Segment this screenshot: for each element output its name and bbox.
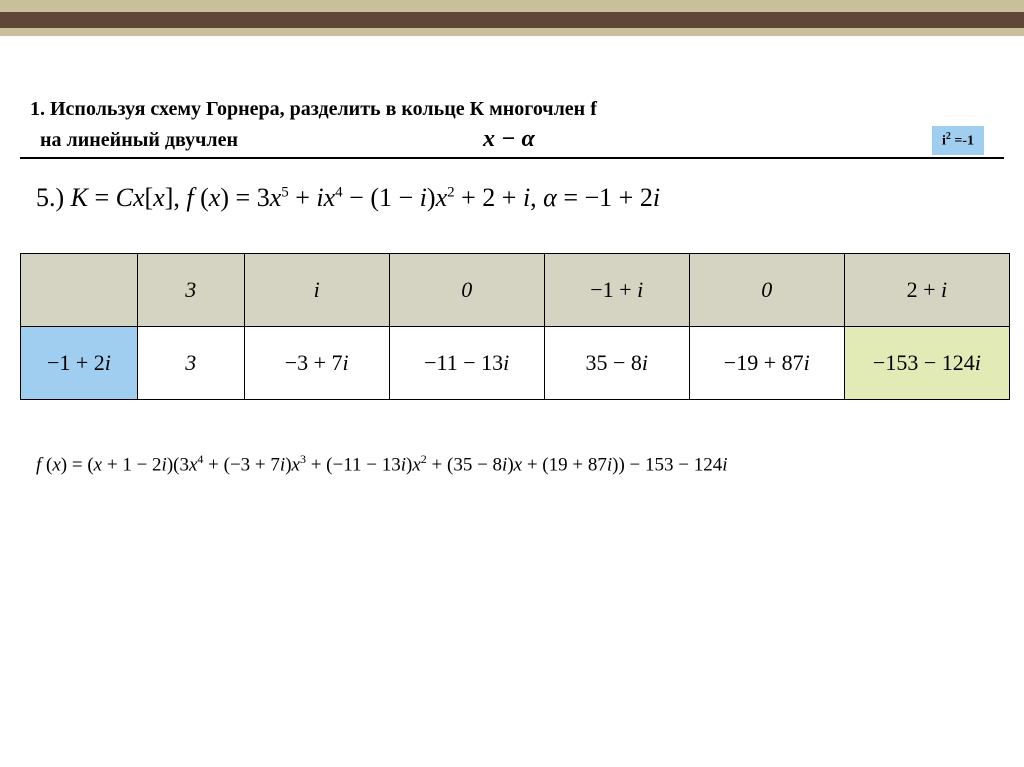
data-cell: −19 + 87i xyxy=(689,327,844,400)
header-cell: i xyxy=(244,254,389,327)
fx-expr: f (x) = 3x5 + ix4 − (1 − i)x2 + 2 + i, xyxy=(186,183,543,212)
problem-statement: 1. Используя схему Горнера, разделить в … xyxy=(30,96,994,155)
ring-def: К = Сх[x], xyxy=(71,183,180,212)
header-cell: 3 xyxy=(137,254,244,327)
header-cell: 2 + i xyxy=(844,254,1009,327)
item-number: 5.) xyxy=(36,183,64,212)
problem-line2-prefix: на линейный двучлен xyxy=(40,129,238,151)
problem-line1: 1. Используя схему Горнера, разделить в … xyxy=(30,98,597,120)
data-cell: −3 + 7i xyxy=(244,327,389,400)
horner-table: 3 i 0 −1 + i 0 2 + i −1 + 2i 3 −3 + 7i −… xyxy=(20,253,1010,400)
table-row-data: −1 + 2i 3 −3 + 7i −11 − 13i 35 − 8i −19 … xyxy=(21,327,1010,400)
result-formula: f (x) = (x + 1 − 2i)(3x4 + (−3 + 7i)x3 +… xyxy=(36,452,994,476)
header-cell-empty xyxy=(21,254,138,327)
header-cell: 0 xyxy=(389,254,544,327)
decor-bar-top xyxy=(0,0,1024,12)
header-cell: −1 + i xyxy=(544,254,689,327)
alpha-value: α = −1 + 2i xyxy=(543,183,660,212)
decor-bar-middle xyxy=(0,12,1024,28)
divisor-expression: x − α xyxy=(483,126,535,152)
slide-content: 1. Используя схему Горнера, разделить в … xyxy=(0,36,1024,477)
horizontal-rule xyxy=(20,157,1004,159)
decor-bar-bottom xyxy=(0,28,1024,36)
alpha-cell: −1 + 2i xyxy=(21,327,138,400)
data-cell: 3 xyxy=(137,327,244,400)
remainder-cell: −153 − 124i xyxy=(844,327,1009,400)
data-cell: −11 − 13i xyxy=(389,327,544,400)
data-cell: 35 − 8i xyxy=(544,327,689,400)
main-formula: 5.) К = Сх[x], f (x) = 3x5 + ix4 − (1 − … xyxy=(36,183,994,213)
note-i-squared: i2 =-1 xyxy=(932,126,984,156)
table-row-header: 3 i 0 −1 + i 0 2 + i xyxy=(21,254,1010,327)
header-cell: 0 xyxy=(689,254,844,327)
